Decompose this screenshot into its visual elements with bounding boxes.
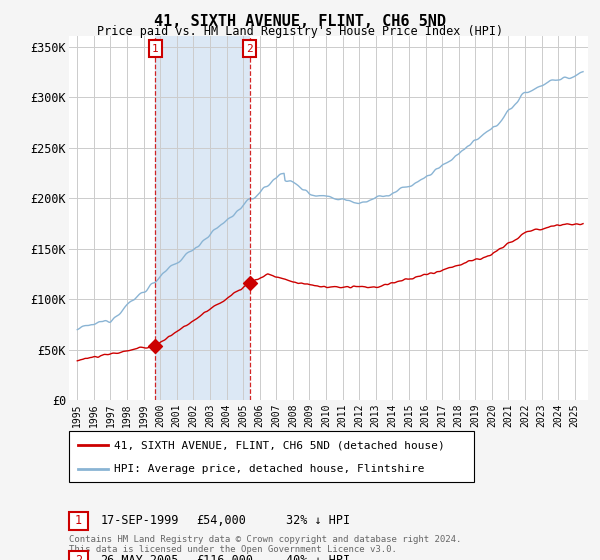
- Text: 1: 1: [75, 514, 82, 528]
- Text: HPI: Average price, detached house, Flintshire: HPI: Average price, detached house, Flin…: [114, 464, 425, 474]
- Text: 17-SEP-1999: 17-SEP-1999: [100, 514, 179, 528]
- Text: 41, SIXTH AVENUE, FLINT, CH6 5ND (detached house): 41, SIXTH AVENUE, FLINT, CH6 5ND (detach…: [114, 440, 445, 450]
- Point: [151, 342, 160, 351]
- Bar: [155, 36, 250, 400]
- Text: £116,000: £116,000: [196, 553, 253, 560]
- Text: 41, SIXTH AVENUE, FLINT, CH6 5ND: 41, SIXTH AVENUE, FLINT, CH6 5ND: [154, 14, 446, 29]
- Text: 26-MAY-2005: 26-MAY-2005: [100, 553, 179, 560]
- Text: £54,000: £54,000: [196, 514, 246, 528]
- Text: 2: 2: [75, 553, 82, 560]
- Text: Contains HM Land Registry data © Crown copyright and database right 2024.
This d: Contains HM Land Registry data © Crown c…: [69, 535, 461, 554]
- Text: 1: 1: [152, 44, 159, 54]
- Text: Price paid vs. HM Land Registry's House Price Index (HPI): Price paid vs. HM Land Registry's House …: [97, 25, 503, 38]
- Text: 40% ↓ HPI: 40% ↓ HPI: [286, 553, 350, 560]
- Text: 32% ↓ HPI: 32% ↓ HPI: [286, 514, 350, 528]
- Point: [245, 279, 254, 288]
- Text: 2: 2: [246, 44, 253, 54]
